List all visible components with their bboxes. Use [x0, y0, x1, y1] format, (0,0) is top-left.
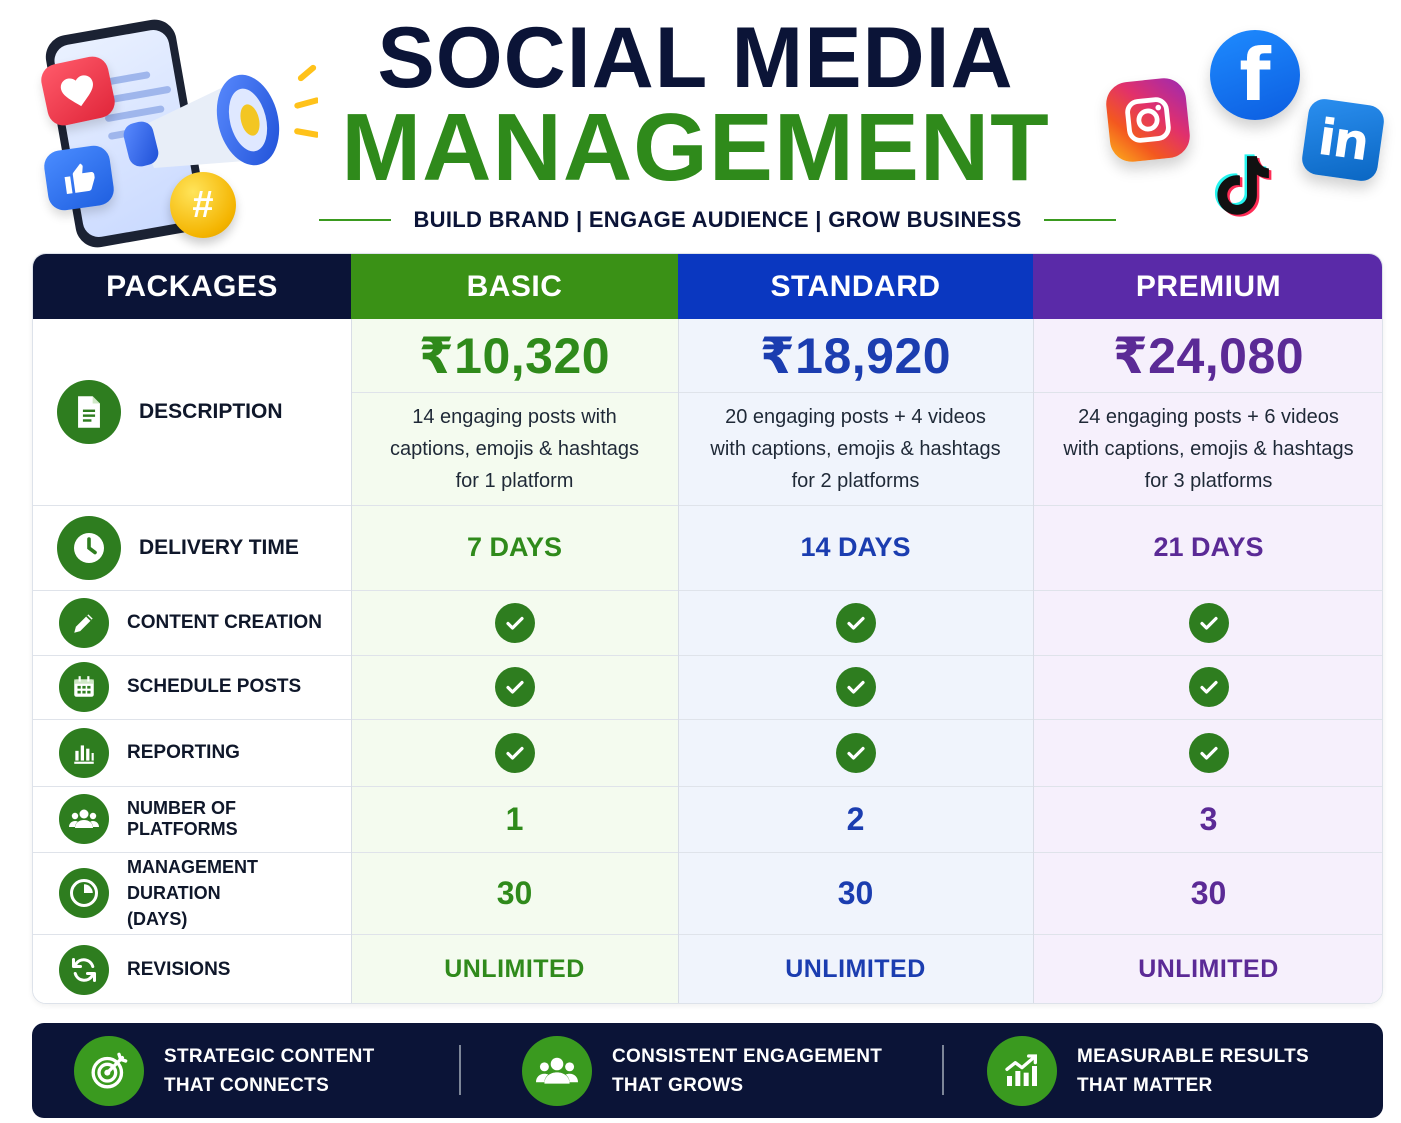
page-title-line2: MANAGEMENT	[341, 94, 1050, 201]
linkedin-icon: in	[1300, 97, 1386, 183]
row-label-number-of-platforms: NUMBER OF PLATFORMS	[33, 786, 351, 852]
feature-line1: CONSISTENT ENGAGEMENT	[612, 1045, 883, 1067]
thumbs-up-icon	[42, 143, 116, 213]
group-icon	[522, 1035, 592, 1106]
feature-line1: MEASURABLE RESULTS	[1077, 1045, 1309, 1067]
tagline-separator: |	[575, 207, 583, 232]
row-label-text: REPORTING	[127, 741, 240, 763]
header-premium: PREMIUM	[1033, 254, 1382, 319]
feature-line1: STRATEGIC CONTENT	[164, 1045, 375, 1067]
tagline-separator: |	[815, 207, 822, 232]
row-label-description: DESCRIPTION	[33, 319, 351, 505]
calendar-icon	[59, 662, 109, 712]
description-premium: 24 engaging posts + 6 videos with captio…	[1063, 406, 1354, 492]
delivery-premium: 21 DAYS	[1153, 532, 1264, 562]
tagline-item: GROW BUSINESS	[828, 207, 1022, 232]
check-icon	[494, 602, 535, 643]
instagram-icon	[1104, 76, 1192, 164]
refresh-icon	[59, 944, 109, 995]
revisions-premium: UNLIMITED	[1138, 955, 1279, 983]
feature-strategic-content: STRATEGIC CONTENT THAT CONNECTS	[74, 1023, 375, 1118]
tiktok-icon	[1206, 150, 1280, 224]
tagline-item: BUILD BRAND	[413, 207, 570, 232]
feature-text: CONSISTENT ENGAGEMENT THAT GROWS	[612, 1042, 882, 1100]
check-icon	[835, 667, 876, 707]
row-label-management-duration: MANAGEMENT DURATION (DAYS)	[33, 852, 351, 934]
check-icon	[494, 732, 535, 773]
row-label-text: MANAGEMENT DURATION (DAYS)	[127, 857, 258, 929]
row-label-text: REVISIONS	[127, 958, 231, 980]
check-icon	[1188, 732, 1229, 773]
page-header: # SOCIAL MEDIA MANAGEMENT BUILD BRAND | …	[0, 0, 1401, 251]
packages-table: PACKAGES BASIC STANDARD PREMIUM DESCRIPT…	[32, 253, 1383, 1004]
clock-icon	[57, 515, 121, 580]
header-basic: BASIC	[351, 254, 678, 319]
row-label-revisions: REVISIONS	[33, 934, 351, 1003]
footer-divider	[459, 1045, 461, 1095]
tagline-rule-left	[319, 219, 392, 221]
price-basic: ₹10,320	[418, 327, 611, 384]
heart-icon	[38, 53, 118, 129]
tagline-rule-right	[1043, 219, 1116, 221]
check-icon	[1188, 667, 1229, 707]
check-icon	[494, 667, 535, 707]
description-basic: 14 engaging posts with captions, emojis …	[389, 406, 640, 492]
duration-standard: 30	[837, 874, 874, 911]
check-icon	[1188, 602, 1229, 643]
feature-line2: THAT MATTER	[1077, 1074, 1213, 1096]
hashtag-icon: #	[170, 172, 236, 238]
header-standard: STANDARD	[678, 254, 1033, 319]
platforms-premium: 3	[1199, 800, 1218, 837]
target-icon	[74, 1035, 144, 1106]
tagline: BUILD BRAND | ENGAGE AUDIENCE | GROW BUS…	[315, 204, 1120, 236]
row-label-text: DELIVERY TIME	[139, 535, 299, 559]
pie-clock-icon	[59, 868, 109, 918]
duration-basic: 30	[496, 874, 533, 911]
duration-premium: 30	[1190, 874, 1227, 911]
footer-divider	[942, 1045, 944, 1095]
description-standard: 20 engaging posts + 4 videos with captio…	[710, 406, 1001, 492]
feature-consistent-engagement: CONSISTENT ENGAGEMENT THAT GROWS	[522, 1023, 882, 1118]
feature-text: MEASURABLE RESULTS THAT MATTER	[1077, 1042, 1309, 1100]
platforms-standard: 2	[846, 800, 865, 837]
row-label-text: DESCRIPTION	[139, 400, 283, 423]
tagline-text: BUILD BRAND | ENGAGE AUDIENCE | GROW BUS…	[403, 207, 1031, 233]
footer-banner: STRATEGIC CONTENT THAT CONNECTS CONSISTE…	[32, 1023, 1383, 1118]
revisions-standard: UNLIMITED	[785, 955, 926, 983]
platforms-basic: 1	[505, 800, 524, 837]
revisions-basic: UNLIMITED	[444, 955, 585, 983]
check-icon	[835, 602, 876, 643]
marketing-illustration: #	[38, 16, 328, 251]
row-label-reporting: REPORTING	[33, 719, 351, 786]
row-label-schedule-posts: SCHEDULE POSTS	[33, 655, 351, 719]
delivery-basic: 7 DAYS	[466, 532, 563, 562]
price-standard: ₹18,920	[759, 327, 952, 384]
row-label-text: SCHEDULE POSTS	[127, 676, 302, 697]
users-icon	[59, 794, 109, 844]
row-label-content-creation: CONTENT CREATION	[33, 590, 351, 655]
facebook-icon: f	[1210, 30, 1300, 120]
row-label-text: NUMBER OF PLATFORMS	[127, 798, 238, 839]
growth-chart-icon	[987, 1035, 1057, 1106]
feature-measurable-results: MEASURABLE RESULTS THAT MATTER	[987, 1023, 1309, 1118]
feature-text: STRATEGIC CONTENT THAT CONNECTS	[164, 1042, 375, 1100]
header-packages: PACKAGES	[33, 254, 351, 319]
row-label-delivery-time: DELIVERY TIME	[33, 505, 351, 590]
tagline-item: ENGAGE AUDIENCE	[588, 207, 809, 232]
check-icon	[835, 732, 876, 773]
bar-chart-icon	[59, 727, 109, 778]
row-label-text: CONTENT CREATION	[127, 611, 322, 633]
price-premium: ₹24,080	[1112, 327, 1305, 384]
document-icon	[57, 380, 121, 444]
feature-line2: THAT GROWS	[612, 1074, 744, 1096]
pencil-icon	[59, 597, 109, 648]
page-title-line1: SOCIAL MEDIA	[377, 10, 1014, 106]
feature-line2: THAT CONNECTS	[164, 1074, 330, 1096]
megaphone-icon	[123, 64, 318, 168]
delivery-standard: 14 DAYS	[800, 532, 911, 562]
